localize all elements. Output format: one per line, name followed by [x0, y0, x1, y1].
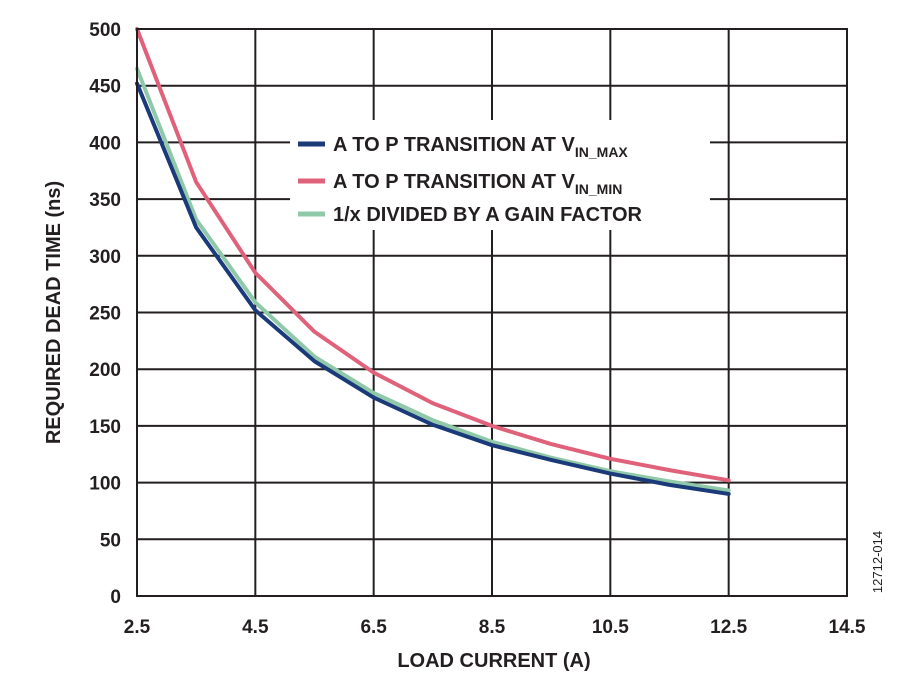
y-tick-label-7: 350 [89, 190, 121, 211]
y-tick-label-9: 450 [89, 77, 121, 98]
y-tick-label-0: 0 [110, 587, 121, 608]
tick-labels: 2.5 4.5 6.5 8.5 10.5 12.5 14.5 0 50 100 150 200 250 3… [89, 20, 866, 638]
x-axis-title: LOAD CURRENT (A) [397, 650, 590, 672]
y-tick-label-4: 200 [89, 360, 121, 381]
series-line-0 [135, 81, 731, 496]
x-tick-label-2: 6.5 [360, 617, 387, 638]
x-tick-label-6: 14.5 [829, 617, 866, 638]
legend-box [290, 120, 710, 230]
plot-frame [136, 28, 848, 597]
x-tick-label-1: 4.5 [242, 617, 269, 638]
series-lines [135, 27, 731, 496]
legend-subscript-0: IN_MAX [575, 144, 629, 160]
x-tick-label-3: 8.5 [479, 617, 506, 638]
grid [136, 28, 848, 597]
legend-label-2: 1/x DIVIDED BY A GAIN FACTOR [333, 204, 643, 226]
figure-id: 12712-014 [870, 531, 885, 593]
y-axis-title: REQUIRED DEAD TIME (ns) [43, 181, 65, 444]
x-tick-label-0: 2.5 [124, 617, 151, 638]
y-tick-label-10: 500 [89, 20, 121, 41]
x-tick-label-4: 10.5 [592, 617, 629, 638]
y-tick-label-1: 50 [100, 530, 121, 551]
x-tick-label-5: 12.5 [710, 617, 747, 638]
legend-label-1: A TO P TRANSITION AT VIN_MIN [333, 171, 622, 197]
y-tick-label-8: 400 [89, 133, 121, 154]
y-tick-label-3: 150 [89, 417, 121, 438]
legend-subscript-1: IN_MIN [575, 181, 622, 197]
series-line-2 [135, 66, 731, 493]
y-tick-label-6: 300 [89, 247, 121, 268]
y-tick-label-2: 100 [89, 474, 121, 495]
y-tick-label-5: 250 [89, 304, 121, 325]
series-line-1 [135, 27, 731, 483]
